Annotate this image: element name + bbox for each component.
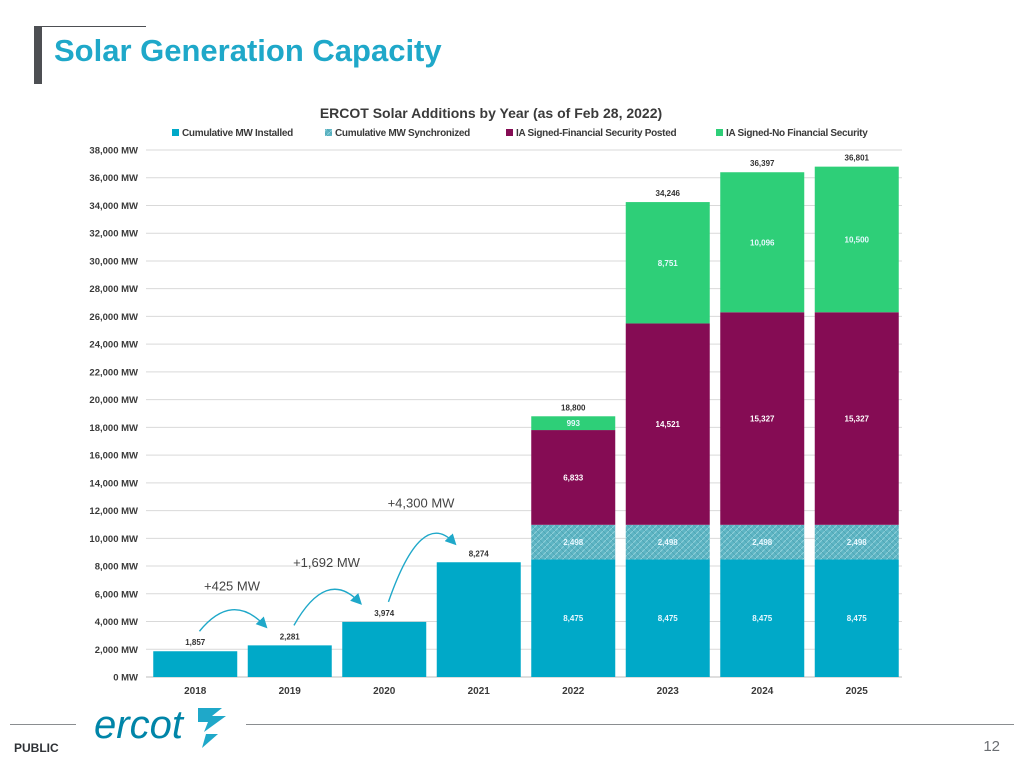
legend-swatch-no_security bbox=[716, 129, 723, 136]
bar-installed-2019 bbox=[247, 645, 332, 677]
footer-rule-right bbox=[246, 724, 1014, 725]
y-tick-label: 30,000 MW bbox=[89, 256, 138, 267]
segment-label-synchronized-2024: 2,498 bbox=[752, 538, 773, 547]
y-tick-label: 32,000 MW bbox=[89, 229, 138, 240]
bar-installed-2024 bbox=[720, 559, 805, 677]
legend-swatch-synchronized bbox=[325, 129, 332, 136]
bar-no_security-2022 bbox=[531, 416, 616, 431]
y-tick-label: 2,000 MW bbox=[95, 645, 138, 656]
y-tick-label: 28,000 MW bbox=[89, 284, 138, 295]
segment-label-no_security-2023: 8,751 bbox=[658, 259, 679, 268]
footer-public-label: PUBLIC bbox=[14, 741, 59, 755]
annotation-arrow-2 bbox=[387, 532, 457, 603]
bar-installed-2022 bbox=[531, 559, 616, 677]
segment-label-installed-2024: 8,475 bbox=[752, 614, 773, 623]
annotation-label-0: +425 MW bbox=[204, 578, 261, 593]
total-label-2023: 34,246 bbox=[656, 189, 681, 198]
solar-additions-chart: ERCOT Solar Additions by Year (as of Feb… bbox=[89, 105, 902, 697]
total-label-2025: 36,801 bbox=[845, 154, 870, 163]
segment-label-no_security-2024: 10,096 bbox=[750, 238, 775, 247]
y-tick-label: 22,000 MW bbox=[89, 367, 138, 378]
bar-synchronized-2025 bbox=[814, 524, 899, 560]
bar-synchronized-2024 bbox=[720, 524, 805, 560]
bar-posted-2022 bbox=[531, 430, 616, 525]
bar-installed-2018 bbox=[153, 651, 238, 677]
y-tick-label: 6,000 MW bbox=[95, 589, 138, 600]
x-tick-label-2018: 2018 bbox=[184, 686, 207, 697]
x-tick-label-2023: 2023 bbox=[657, 686, 680, 697]
y-tick-label: 10,000 MW bbox=[89, 534, 138, 545]
y-tick-label: 8,000 MW bbox=[95, 562, 138, 573]
annotation-label-1: +1,692 MW bbox=[293, 555, 361, 570]
x-tick-label-2025: 2025 bbox=[846, 686, 869, 697]
annotation-label-2: +4,300 MW bbox=[388, 495, 456, 510]
x-tick-label-2019: 2019 bbox=[279, 686, 302, 697]
y-tick-label: 38,000 MW bbox=[89, 146, 138, 157]
bar-installed-2020 bbox=[342, 621, 427, 677]
title-accent-bar bbox=[34, 26, 42, 84]
total-label-2021: 8,274 bbox=[469, 549, 490, 558]
slide-title: Solar Generation Capacity bbox=[54, 33, 442, 68]
y-tick-label: 24,000 MW bbox=[89, 340, 138, 351]
segment-label-posted-2024: 15,327 bbox=[750, 415, 775, 424]
segment-label-posted-2022: 6,833 bbox=[563, 473, 584, 482]
y-tick-label: 26,000 MW bbox=[89, 312, 138, 323]
bar-no_security-2025 bbox=[814, 166, 899, 313]
footer-rule-left bbox=[10, 724, 76, 725]
y-tick-label: 14,000 MW bbox=[89, 478, 138, 489]
total-label-2019: 2,281 bbox=[280, 632, 301, 641]
total-label-2020: 3,974 bbox=[374, 609, 395, 618]
lightning-bolt-icon bbox=[198, 708, 226, 748]
y-tick-label: 36,000 MW bbox=[89, 173, 138, 184]
total-label-2022: 18,800 bbox=[561, 403, 586, 412]
y-tick-label: 4,000 MW bbox=[95, 617, 138, 628]
legend-label-no_security: IA Signed-No Financial Security bbox=[726, 128, 868, 139]
bar-installed-2023 bbox=[625, 559, 710, 677]
x-tick-label-2020: 2020 bbox=[373, 686, 396, 697]
logo-wordmark: ercot bbox=[94, 703, 185, 747]
y-tick-label: 34,000 MW bbox=[89, 201, 138, 212]
bar-posted-2024 bbox=[720, 312, 805, 525]
bar-installed-2025 bbox=[814, 559, 899, 677]
bar-posted-2025 bbox=[814, 312, 899, 525]
y-tick-label: 20,000 MW bbox=[89, 395, 138, 406]
y-tick-label: 18,000 MW bbox=[89, 423, 138, 434]
bar-synchronized-2022 bbox=[531, 524, 616, 560]
legend-label-synchronized: Cumulative MW Synchronized bbox=[335, 128, 470, 139]
bar-no_security-2024 bbox=[720, 172, 805, 313]
page-number: 12 bbox=[983, 738, 1000, 755]
y-tick-label: 16,000 MW bbox=[89, 451, 138, 462]
y-tick-label: 12,000 MW bbox=[89, 506, 138, 517]
segment-label-synchronized-2023: 2,498 bbox=[658, 538, 679, 547]
annotation-arrow-0 bbox=[198, 609, 268, 632]
bar-posted-2023 bbox=[625, 323, 710, 525]
segment-label-synchronized-2025: 2,498 bbox=[847, 538, 868, 547]
segment-label-synchronized-2022: 2,498 bbox=[563, 538, 584, 547]
segment-label-installed-2023: 8,475 bbox=[658, 614, 679, 623]
x-tick-label-2021: 2021 bbox=[468, 686, 491, 697]
segment-label-installed-2022: 8,475 bbox=[563, 614, 584, 623]
legend-label-installed: Cumulative MW Installed bbox=[182, 128, 293, 139]
segment-label-posted-2025: 15,327 bbox=[845, 415, 870, 424]
annotation-arrow-1 bbox=[293, 588, 362, 626]
segment-label-installed-2025: 8,475 bbox=[847, 614, 868, 623]
bar-installed-2021 bbox=[436, 562, 521, 677]
legend-label-posted: IA Signed-Financial Security Posted bbox=[516, 128, 676, 139]
y-tick-label: 0 MW bbox=[113, 673, 138, 684]
title-rule bbox=[42, 26, 146, 27]
ercot-logo: ercot bbox=[94, 703, 226, 748]
bar-no_security-2023 bbox=[625, 202, 710, 324]
total-label-2024: 36,397 bbox=[750, 159, 775, 168]
legend-swatch-installed bbox=[172, 129, 179, 136]
bar-synchronized-2023 bbox=[625, 524, 710, 560]
legend-swatch-posted bbox=[506, 129, 513, 136]
chart-title: ERCOT Solar Additions by Year (as of Feb… bbox=[320, 105, 662, 121]
x-tick-label-2022: 2022 bbox=[562, 686, 585, 697]
x-tick-label-2024: 2024 bbox=[751, 686, 774, 697]
segment-label-no_security-2022: 993 bbox=[567, 419, 581, 428]
segment-label-posted-2023: 14,521 bbox=[656, 420, 681, 429]
total-label-2018: 1,857 bbox=[185, 638, 206, 647]
segment-label-no_security-2025: 10,500 bbox=[845, 235, 870, 244]
